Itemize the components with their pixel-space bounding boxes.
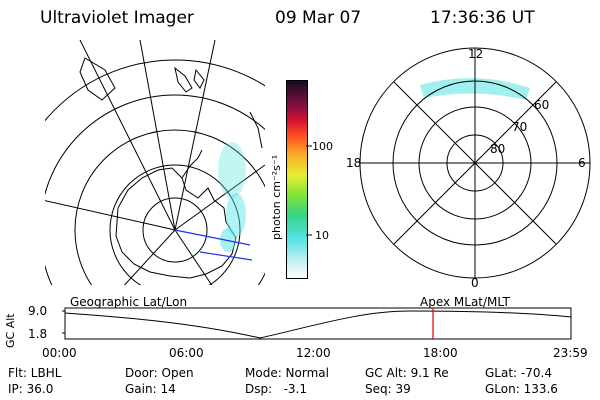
altitude-timeline-plot <box>62 307 572 340</box>
geo-lat-ring <box>142 197 208 263</box>
apex-overlay-label: Apex MLat/MLT <box>420 295 510 309</box>
colorbar-ticks <box>306 145 312 236</box>
door-status: Door: Open <box>125 366 194 380</box>
mlt-label-0: 0 <box>471 276 479 290</box>
ip-status: IP: 36.0 <box>8 382 54 396</box>
time-tick-12: 12:00 <box>296 346 331 360</box>
glon-status: GLon: 133.6 <box>485 382 558 396</box>
colorbar <box>286 80 308 279</box>
altitude-ytick-9: 9.0 <box>28 304 48 318</box>
geo-meridian <box>139 40 176 231</box>
geo-lat-ring <box>74 129 265 285</box>
geo-meridian <box>174 164 265 231</box>
dsp-status: Dsp: -3.1 <box>245 382 308 396</box>
mlt-label-12: 12 <box>468 47 484 61</box>
mode-status: Mode: Normal <box>245 366 329 380</box>
antarctic-peninsula <box>181 149 203 179</box>
altitude-axis-title: GC Alt <box>4 313 17 348</box>
mlt-label-6: 6 <box>578 156 586 170</box>
filter-status: Flt: LBHL <box>8 366 62 380</box>
geo-meridian <box>174 40 216 231</box>
geographic-map <box>45 40 265 285</box>
glat-status: GLat: -70.4 <box>485 366 552 380</box>
gain-status: Gain: 14 <box>125 382 176 396</box>
geo-meridian <box>45 200 176 231</box>
seq-status: Seq: 39 <box>365 382 411 396</box>
geo-lat-ring <box>109 164 241 285</box>
colorbar-unit-label: photon cm⁻²s⁻¹ <box>270 154 283 240</box>
time-tick-2359: 23:59 <box>553 346 588 360</box>
aurora-emission-geo <box>218 142 246 252</box>
geographic-overlay-label: Geographic Lat/Lon <box>70 295 188 309</box>
instrument-title: Ultraviolet Imager <box>40 8 194 28</box>
geo-meridian <box>123 229 176 285</box>
mlt-label-18: 18 <box>346 156 362 170</box>
antarctica-coastline <box>115 167 237 279</box>
mlat-label-70: 70 <box>512 120 528 134</box>
geo-lat-ring <box>45 59 265 122</box>
new-zealand-outline <box>174 66 193 93</box>
gc-alt-status: GC Alt: 9.1 Re <box>365 366 449 380</box>
australia-outline <box>79 57 116 101</box>
altitude-curve <box>64 310 572 339</box>
polar-mlt-plot <box>359 47 591 279</box>
colorbar-tick-10: 10 <box>315 229 329 242</box>
apex-overlay-line <box>199 251 253 261</box>
time-tick-00: 00:00 <box>42 346 77 360</box>
time-tick-06: 06:00 <box>169 346 204 360</box>
time-tick-18: 18:00 <box>423 346 458 360</box>
apex-overlay-line <box>174 229 251 246</box>
mlat-label-60: 60 <box>534 98 550 112</box>
altitude-ytick-1-8: 1.8 <box>28 327 48 341</box>
south-america-outline <box>249 111 263 149</box>
colorbar-tick-100: 100 <box>312 140 333 153</box>
observation-time: 17:36:36 UT <box>430 8 535 28</box>
mlat-label-80: 80 <box>490 142 506 156</box>
geo-meridian <box>79 40 176 231</box>
observation-date: 09 Mar 07 <box>275 8 362 28</box>
mlt-diagonal <box>393 81 557 245</box>
geo-meridian <box>174 229 213 285</box>
new-zealand-outline <box>193 68 205 89</box>
geo-lat-ring <box>45 94 265 285</box>
altitude-plot-frame <box>64 307 572 340</box>
